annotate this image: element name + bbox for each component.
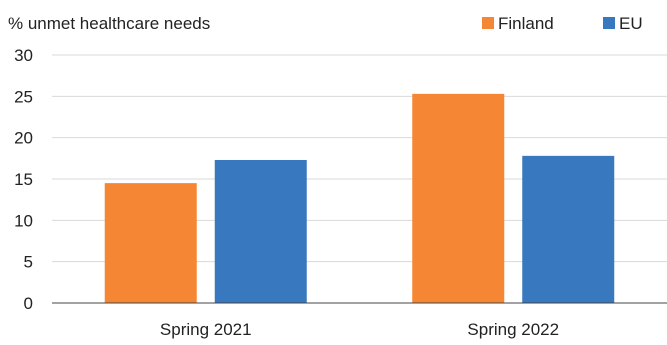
- y-axis-title: % unmet healthcare needs: [8, 14, 210, 33]
- x-tick-label: Spring 2022: [467, 320, 559, 339]
- y-tick-label: 0: [24, 294, 33, 313]
- y-tick-labels: 0 5 10 15 20 25 30: [14, 46, 33, 313]
- bar-eu-1: [522, 155, 615, 303]
- y-tick-label: 5: [24, 253, 33, 272]
- x-tick-label: Spring 2021: [160, 320, 252, 339]
- x-tick-labels: Spring 2021 Spring 2022: [160, 320, 559, 339]
- legend: Finland EU: [482, 14, 643, 33]
- bar-finland-0: [104, 183, 197, 303]
- y-tick-label: 30: [14, 46, 33, 65]
- legend-label-finland: Finland: [498, 14, 554, 33]
- bar-finland-1: [412, 93, 505, 303]
- y-tick-label: 25: [14, 87, 33, 106]
- bar-eu-0: [214, 159, 307, 303]
- y-tick-label: 15: [14, 170, 33, 189]
- legend-swatch-eu: [603, 17, 615, 29]
- bars: [104, 93, 615, 303]
- y-tick-label: 20: [14, 129, 33, 148]
- legend-swatch-finland: [482, 17, 494, 29]
- legend-label-eu: EU: [619, 14, 643, 33]
- y-tick-label: 10: [14, 211, 33, 230]
